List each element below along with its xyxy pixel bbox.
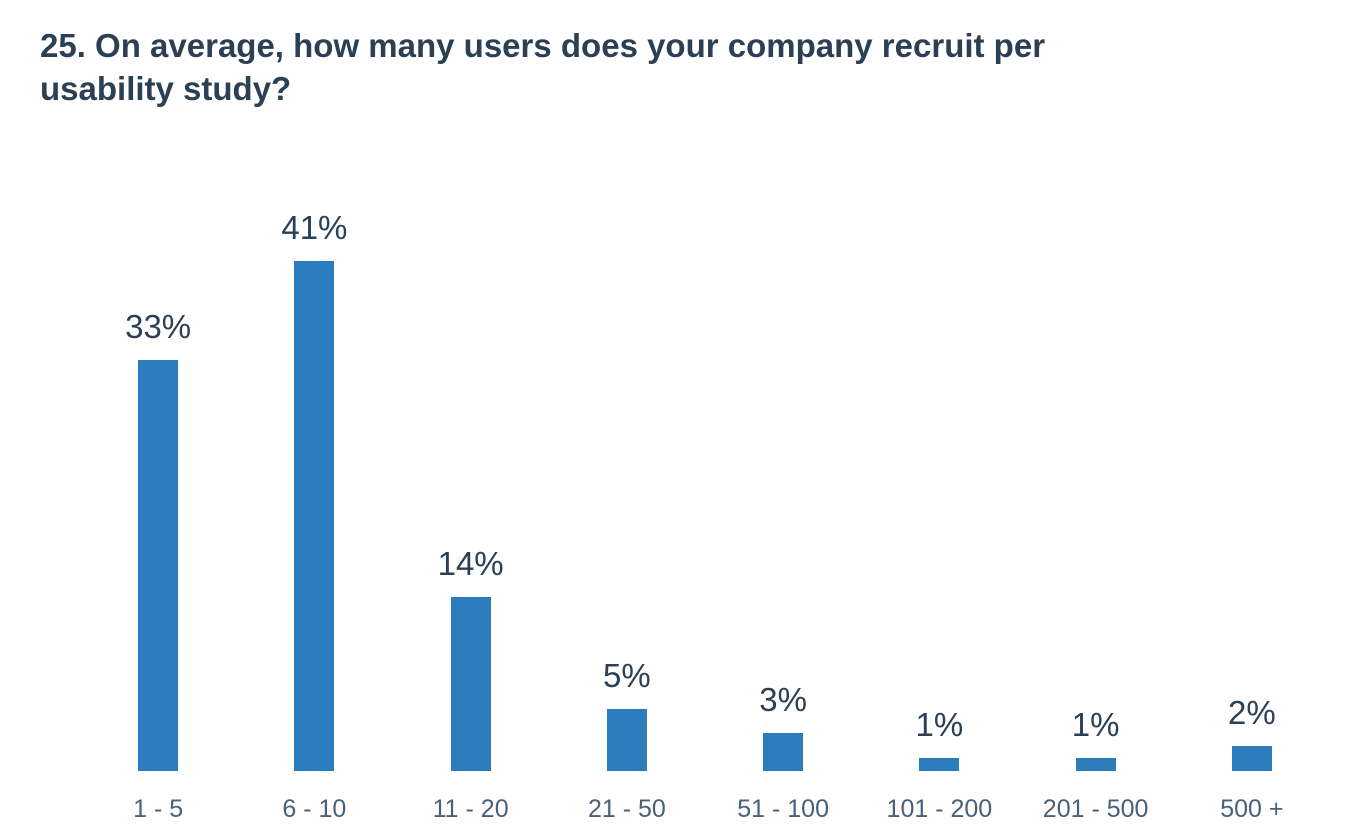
bar-group: 2%	[1174, 151, 1330, 771]
bar-group: 5%	[549, 151, 705, 771]
bar-value-label: 14%	[438, 545, 504, 583]
bar	[294, 261, 334, 771]
chart-container: 25. On average, how many users does your…	[0, 0, 1369, 832]
bar	[138, 360, 178, 771]
chart-title: 25. On average, how many users does your…	[40, 25, 1090, 111]
bar-value-label: 41%	[281, 209, 347, 247]
x-axis-labels: 1 - 56 - 1011 - 2021 - 5051 - 100101 - 2…	[80, 781, 1330, 831]
x-axis-label: 1 - 5	[80, 781, 236, 831]
bar-value-label: 1%	[1072, 706, 1120, 744]
x-axis-label: 11 - 20	[393, 781, 549, 831]
bar-group: 1%	[1018, 151, 1174, 771]
x-axis-label: 201 - 500	[1018, 781, 1174, 831]
bar-value-label: 2%	[1228, 694, 1276, 732]
bar-value-label: 33%	[125, 308, 191, 346]
bar	[1232, 746, 1272, 771]
chart-plot-area: 33% 41% 14% 5% 3% 1% 1% 2% 1 - 56 - 1011 - 2021…	[40, 151, 1330, 831]
x-axis-label: 21 - 50	[549, 781, 705, 831]
bar	[607, 709, 647, 771]
x-axis-label: 51 - 100	[705, 781, 861, 831]
bars-row: 33% 41% 14% 5% 3% 1% 1% 2%	[80, 151, 1330, 771]
bar-value-label: 1%	[916, 706, 964, 744]
bar-group: 3%	[705, 151, 861, 771]
x-axis-label: 101 - 200	[861, 781, 1017, 831]
bar-value-label: 3%	[759, 681, 807, 719]
bar	[1076, 758, 1116, 770]
bar	[451, 597, 491, 771]
bar-group: 14%	[393, 151, 549, 771]
bar-group: 33%	[80, 151, 236, 771]
bar	[919, 758, 959, 770]
x-axis-label: 500 +	[1174, 781, 1330, 831]
x-axis-label: 6 - 10	[236, 781, 392, 831]
bar-group: 1%	[861, 151, 1017, 771]
bar-value-label: 5%	[603, 657, 651, 695]
bar	[763, 733, 803, 770]
bar-group: 41%	[236, 151, 392, 771]
